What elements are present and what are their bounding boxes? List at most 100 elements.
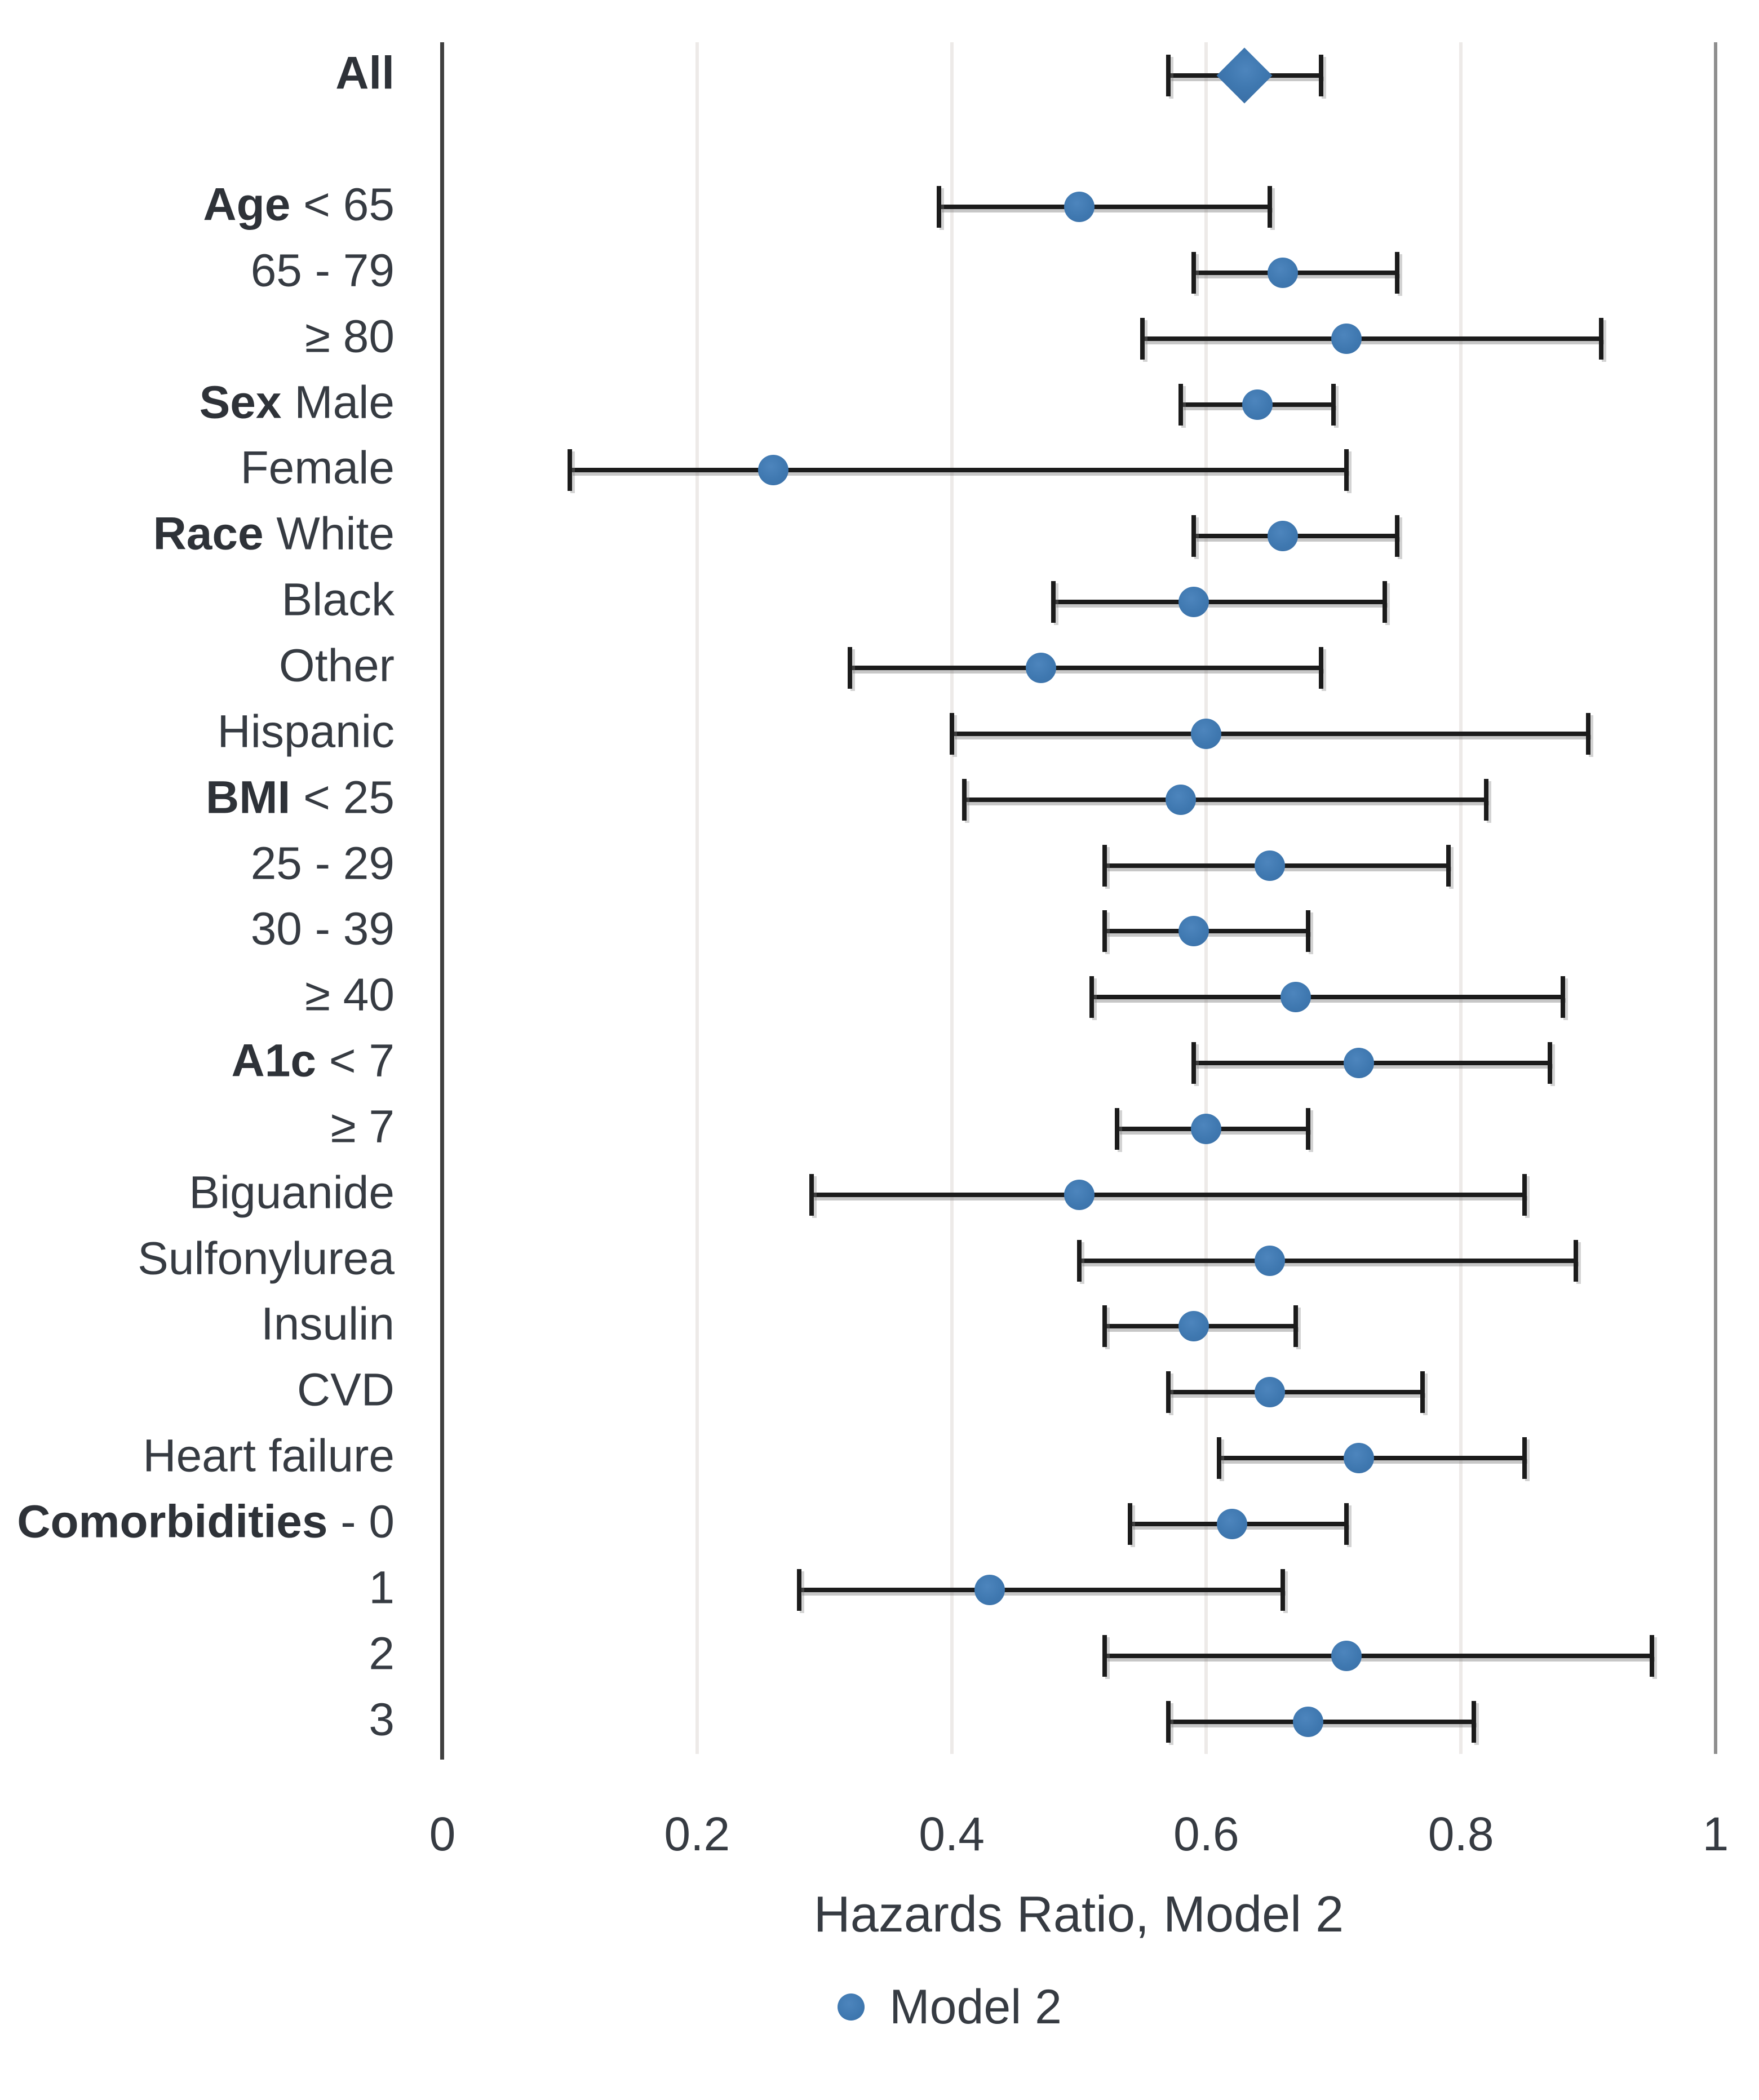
ci-upper-cap — [1522, 1437, 1527, 1479]
ci-lower-cap — [1102, 1305, 1107, 1348]
confidence-interval-line — [799, 1587, 1283, 1592]
ci-lower-cap — [949, 712, 954, 755]
row-label: ≥ 40 — [305, 972, 395, 1018]
point-estimate-marker — [1331, 1640, 1362, 1671]
confidence-interval-line — [939, 205, 1270, 209]
x-tick-label: 0.6 — [1173, 1807, 1239, 1860]
row-label-rest: 25 - 29 — [250, 838, 395, 889]
ci-lower-cap — [1191, 515, 1196, 557]
point-estimate-marker — [1025, 652, 1056, 683]
point-estimate-marker — [1191, 1113, 1222, 1144]
ci-upper-cap — [1344, 1503, 1349, 1545]
point-estimate-marker — [974, 1574, 1005, 1605]
row-label: Biguanide — [189, 1169, 395, 1216]
confidence-interval-line — [964, 797, 1487, 802]
ci-lower-cap — [1178, 383, 1184, 426]
legend-circle-marker-icon — [838, 1993, 865, 2021]
ci-upper-cap — [1280, 1569, 1285, 1611]
row-label-rest: 3 — [369, 1694, 395, 1745]
y-axis-line — [440, 42, 444, 1760]
legend: Model 2 — [838, 1983, 1062, 2031]
row-label: ≥ 7 — [331, 1104, 395, 1150]
legend-label: Model 2 — [889, 1980, 1062, 2034]
point-estimate-marker — [1267, 521, 1298, 552]
ci-upper-cap — [1560, 976, 1565, 1018]
row-label: Sulfonylurea — [138, 1235, 395, 1282]
row-label: Age < 65 — [203, 179, 395, 231]
row-label: Comorbidities - 0 — [17, 1499, 395, 1545]
row-label: Black — [281, 577, 395, 623]
row-label-bold: A1c — [231, 1035, 316, 1087]
x-tick-label: 0.2 — [664, 1807, 730, 1860]
plot-right-boundary-line — [1714, 42, 1717, 1754]
row-label-rest: Sulfonylurea — [138, 1233, 395, 1284]
row-label: Female — [241, 445, 395, 491]
ci-lower-cap — [1191, 251, 1196, 294]
ci-upper-cap — [1573, 1239, 1578, 1282]
ci-lower-cap — [1191, 1042, 1196, 1084]
point-estimate-marker — [758, 455, 789, 486]
point-estimate-marker — [1255, 850, 1286, 881]
gridline — [1459, 42, 1463, 1754]
ci-upper-cap — [1586, 712, 1591, 755]
ci-upper-cap — [1293, 1305, 1298, 1348]
x-tick-label: 0.8 — [1428, 1807, 1494, 1860]
row-label: A1c < 7 — [232, 1038, 395, 1084]
ci-upper-cap — [1650, 1634, 1655, 1677]
ci-upper-cap — [1522, 1173, 1527, 1216]
gridline — [695, 42, 699, 1754]
row-label-rest: - 0 — [327, 1496, 395, 1548]
ci-lower-cap — [962, 778, 967, 821]
row-label-rest: ≥ 7 — [330, 1101, 395, 1153]
summary-diamond-marker — [1216, 47, 1273, 104]
ci-upper-cap — [1318, 55, 1323, 96]
point-estimate-marker — [1331, 323, 1362, 354]
ci-upper-cap — [1420, 1371, 1425, 1414]
ci-lower-cap — [1051, 581, 1056, 623]
x-axis-title: Hazards Ratio, Model 2 — [813, 1886, 1344, 1943]
row-label: CVD — [297, 1367, 395, 1414]
ci-lower-cap — [1166, 55, 1171, 96]
ci-lower-cap — [937, 186, 941, 228]
row-label-rest: Hispanic — [217, 706, 395, 757]
row-label-rest: 30 - 39 — [250, 903, 395, 955]
point-estimate-marker — [1344, 1048, 1375, 1079]
point-estimate-marker — [1178, 1311, 1209, 1342]
point-estimate-marker — [1178, 587, 1209, 618]
point-estimate-marker — [1191, 718, 1222, 749]
row-label: Sex Male — [200, 379, 395, 426]
row-label-rest: Female — [240, 442, 395, 494]
ci-upper-cap — [1446, 844, 1451, 887]
ci-lower-cap — [1102, 910, 1107, 952]
point-estimate-marker — [1242, 389, 1273, 420]
row-label-rest: ≥ 40 — [305, 969, 395, 1021]
ci-upper-cap — [1306, 1107, 1311, 1150]
row-label-rest: < 25 — [290, 772, 395, 823]
row-label-rest: Male — [281, 376, 395, 428]
row-label-rest: CVD — [296, 1364, 395, 1416]
gridline — [1204, 42, 1208, 1754]
ci-lower-cap — [1127, 1503, 1132, 1545]
row-label-rest: Other — [278, 640, 395, 692]
row-label-bold: BMI — [206, 772, 291, 823]
row-label-bold: Age — [203, 179, 291, 231]
ci-lower-cap — [809, 1173, 814, 1216]
x-tick-label: 0 — [429, 1807, 456, 1860]
ci-upper-cap — [1548, 1042, 1553, 1084]
row-label: Insulin — [261, 1301, 395, 1348]
ci-lower-cap — [1115, 1107, 1120, 1150]
ci-lower-cap — [847, 646, 852, 689]
confidence-interval-line — [812, 1192, 1525, 1197]
row-label-rest: Insulin — [260, 1299, 395, 1350]
confidence-interval-line — [1104, 1653, 1652, 1658]
point-estimate-marker — [1064, 1179, 1095, 1210]
row-label-rest: Black — [281, 574, 395, 626]
confidence-interval-line — [1053, 600, 1385, 605]
ci-lower-cap — [1216, 1437, 1221, 1479]
row-label-rest: < 7 — [316, 1035, 395, 1087]
point-estimate-marker — [1178, 916, 1209, 947]
row-label: All — [335, 50, 395, 97]
ci-upper-cap — [1395, 251, 1400, 294]
row-label: BMI < 25 — [206, 774, 395, 821]
